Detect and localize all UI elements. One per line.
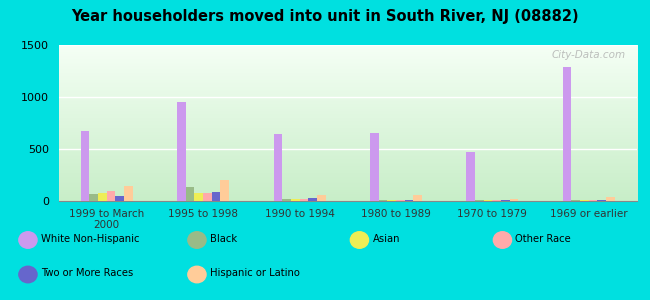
Bar	[116, 196, 124, 201]
Text: Black: Black	[210, 234, 237, 244]
Bar	[396, 200, 405, 201]
Text: White Non-Hispanic: White Non-Hispanic	[41, 234, 140, 244]
Bar	[597, 200, 606, 201]
Bar	[413, 195, 422, 201]
Bar	[186, 188, 194, 201]
Bar	[580, 200, 589, 201]
Text: Year householders moved into unit in South River, NJ (08882): Year householders moved into unit in Sou…	[72, 9, 578, 24]
Bar	[282, 199, 291, 201]
Bar	[291, 199, 300, 201]
Bar	[124, 186, 133, 201]
Bar	[194, 193, 203, 201]
Bar	[98, 193, 107, 201]
Bar	[589, 200, 597, 201]
Bar	[484, 200, 493, 201]
Bar	[493, 200, 501, 201]
Text: Hispanic or Latino: Hispanic or Latino	[210, 268, 300, 278]
Text: Two or More Races: Two or More Races	[41, 268, 133, 278]
Bar	[405, 200, 413, 201]
Bar	[107, 190, 116, 201]
Bar	[466, 152, 475, 201]
Bar	[203, 193, 212, 201]
Text: Asian: Asian	[372, 234, 400, 244]
Bar	[475, 200, 484, 201]
Bar	[300, 200, 308, 201]
Bar	[510, 199, 519, 201]
Bar	[563, 67, 571, 201]
Bar	[370, 134, 378, 201]
Bar	[501, 200, 510, 201]
Text: Other Race: Other Race	[515, 234, 571, 244]
Bar	[606, 197, 615, 201]
Bar	[308, 198, 317, 201]
Bar	[274, 134, 282, 201]
Bar	[378, 200, 387, 201]
Bar	[177, 102, 186, 201]
Bar	[89, 194, 98, 201]
Bar	[220, 180, 229, 201]
Bar	[212, 192, 220, 201]
Bar	[317, 195, 326, 201]
Bar	[571, 200, 580, 201]
Bar	[387, 200, 396, 201]
Bar	[81, 131, 89, 201]
Text: City-Data.com: City-Data.com	[551, 50, 625, 60]
